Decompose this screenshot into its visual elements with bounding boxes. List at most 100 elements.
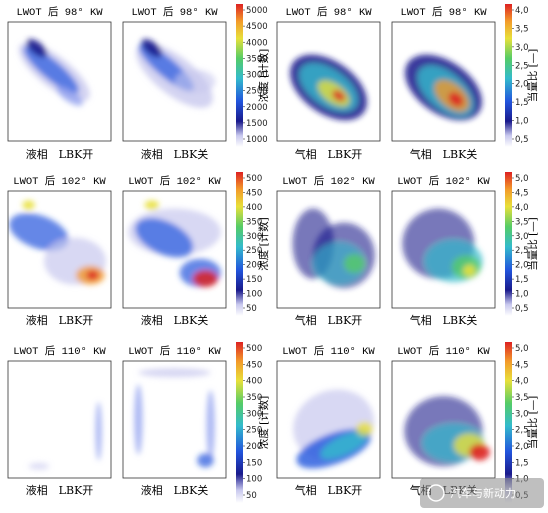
colorbar-tick-label: 100 [246,290,262,300]
colorbar-tick-label: 3,5 [515,217,529,227]
plume-blob [356,421,373,436]
colorbar-tick-label: 250 [246,426,262,436]
panel-title: LWOT 后 110° KW [128,345,221,358]
colorbar-tick-label: 4,0 [515,377,529,387]
plume-blob [174,69,216,94]
panel-caption: 气相 LBK开 [295,483,363,497]
colorbar-label: 当量比 [—] [526,396,539,450]
plume [290,54,367,121]
plume [293,389,375,469]
panel-caption: 液相 LBK关 [141,313,209,327]
panel-image [7,21,112,142]
plume-blob [144,200,160,210]
colorbar-tick-label: 500 [246,174,262,184]
panel-image [122,190,227,309]
panel-image [7,360,112,479]
colorbar-tick-label: 4,0 [515,6,529,16]
plume-blob [23,45,79,94]
plume [402,208,483,283]
colorbar-tick-label: 2,0 [515,261,529,271]
plume-blob [332,90,346,102]
colorbar-tick-label: 4500 [246,22,268,32]
colorbar-tick-label: 0,5 [515,304,529,314]
panel-image [276,21,381,142]
watermark: 汽车与新动力 [420,478,544,508]
plume-blob [9,213,69,251]
colorbar-tick-label: 1500 [246,119,268,129]
colorbar-tick-label: 1,5 [515,458,529,468]
colorbar-tick-label: 300 [246,232,262,242]
colorbar-tick-label: 50 [246,304,257,314]
panel-frame [7,21,112,142]
plume-blob [22,200,35,210]
colorbar-tick-label: 2500 [246,87,268,97]
plume-blob [206,390,215,461]
colorbar-tick-label: 350 [246,217,262,227]
colorbar [505,342,512,503]
colorbar-tick-label: 500 [246,344,262,354]
panel-image [391,190,496,309]
panel-image [276,190,381,309]
colorbar-tick-label: 450 [246,360,262,370]
panel-caption: 液相 LBK开 [26,313,94,327]
colorbar-tick-label: 3,0 [515,232,529,242]
panel-image [391,360,496,479]
colorbar-tick-label: 0,5 [515,135,529,145]
panel-image [276,360,381,479]
panel-caption: 液相 LBK开 [26,147,94,161]
plume [292,208,375,289]
plume-blob [56,85,83,106]
plume-blob [141,39,163,58]
panel-image [122,21,227,142]
plume-blob [95,401,102,461]
colorbar-tick-label: 5,0 [515,344,529,354]
colorbar [505,4,512,147]
panel-frame [122,21,227,142]
colorbar-tick-label: 1,0 [515,290,529,300]
panel-title: LWOT 后 98° KW [131,6,218,19]
colorbar-tick-label: 5000 [246,6,268,16]
colorbar-tick-label: 2,0 [515,442,529,452]
colorbar-tick-label: 4,5 [515,360,529,370]
colorbar-tick-label: 150 [246,275,262,285]
panel-title: LWOT 后 98° KW [400,6,487,19]
panel-caption: 液相 LBK关 [141,147,209,161]
colorbar-label: 当量比 [—] [526,217,539,271]
plume [404,396,490,467]
colorbar-tick-label: 450 [246,188,262,198]
colorbar-tick-label: 2,5 [515,426,529,436]
colorbar-label: 当量比 [—] [526,49,539,103]
panel-title: LWOT 后 110° KW [282,345,375,358]
panel-frame [391,21,496,142]
colorbar-label: 浓度 [计数] [257,217,270,271]
colorbar-tick-label: 50 [246,491,257,501]
colorbar-tick-label: 5,0 [515,174,529,184]
colorbar-tick-label: 400 [246,377,262,387]
colorbar-tick-label: 1,5 [515,275,529,285]
panel-title: LWOT 后 102° KW [128,175,221,188]
panel-frame [391,190,496,309]
plume [128,200,221,287]
colorbar-tick-label: 3,5 [515,393,529,403]
plume-blob [463,264,476,277]
colorbar-tick-label: 200 [246,261,262,271]
colorbar [505,172,512,316]
colorbar-tick-label: 3500 [246,54,268,64]
panel-caption: 液相 LBK关 [141,483,209,497]
panel-frame [276,360,381,479]
panel-title: LWOT 后 102° KW [282,175,375,188]
plume-blob [469,444,490,461]
colorbar-tick-label: 2000 [246,103,268,113]
colorbar-tick-label: 250 [246,246,262,256]
colorbar-tick-label: 400 [246,203,262,213]
colorbar-tick-label: 4,0 [515,203,529,213]
panel-title: LWOT 后 98° KW [285,6,372,19]
colorbar-tick-label: 100 [246,475,262,485]
colorbar-tick-label: 1,0 [515,117,529,127]
colorbar-tick-label: 1,5 [515,98,529,108]
panel-image [122,360,227,479]
plume-blob [26,39,48,58]
plume [18,39,90,106]
panel-frame [122,360,227,479]
